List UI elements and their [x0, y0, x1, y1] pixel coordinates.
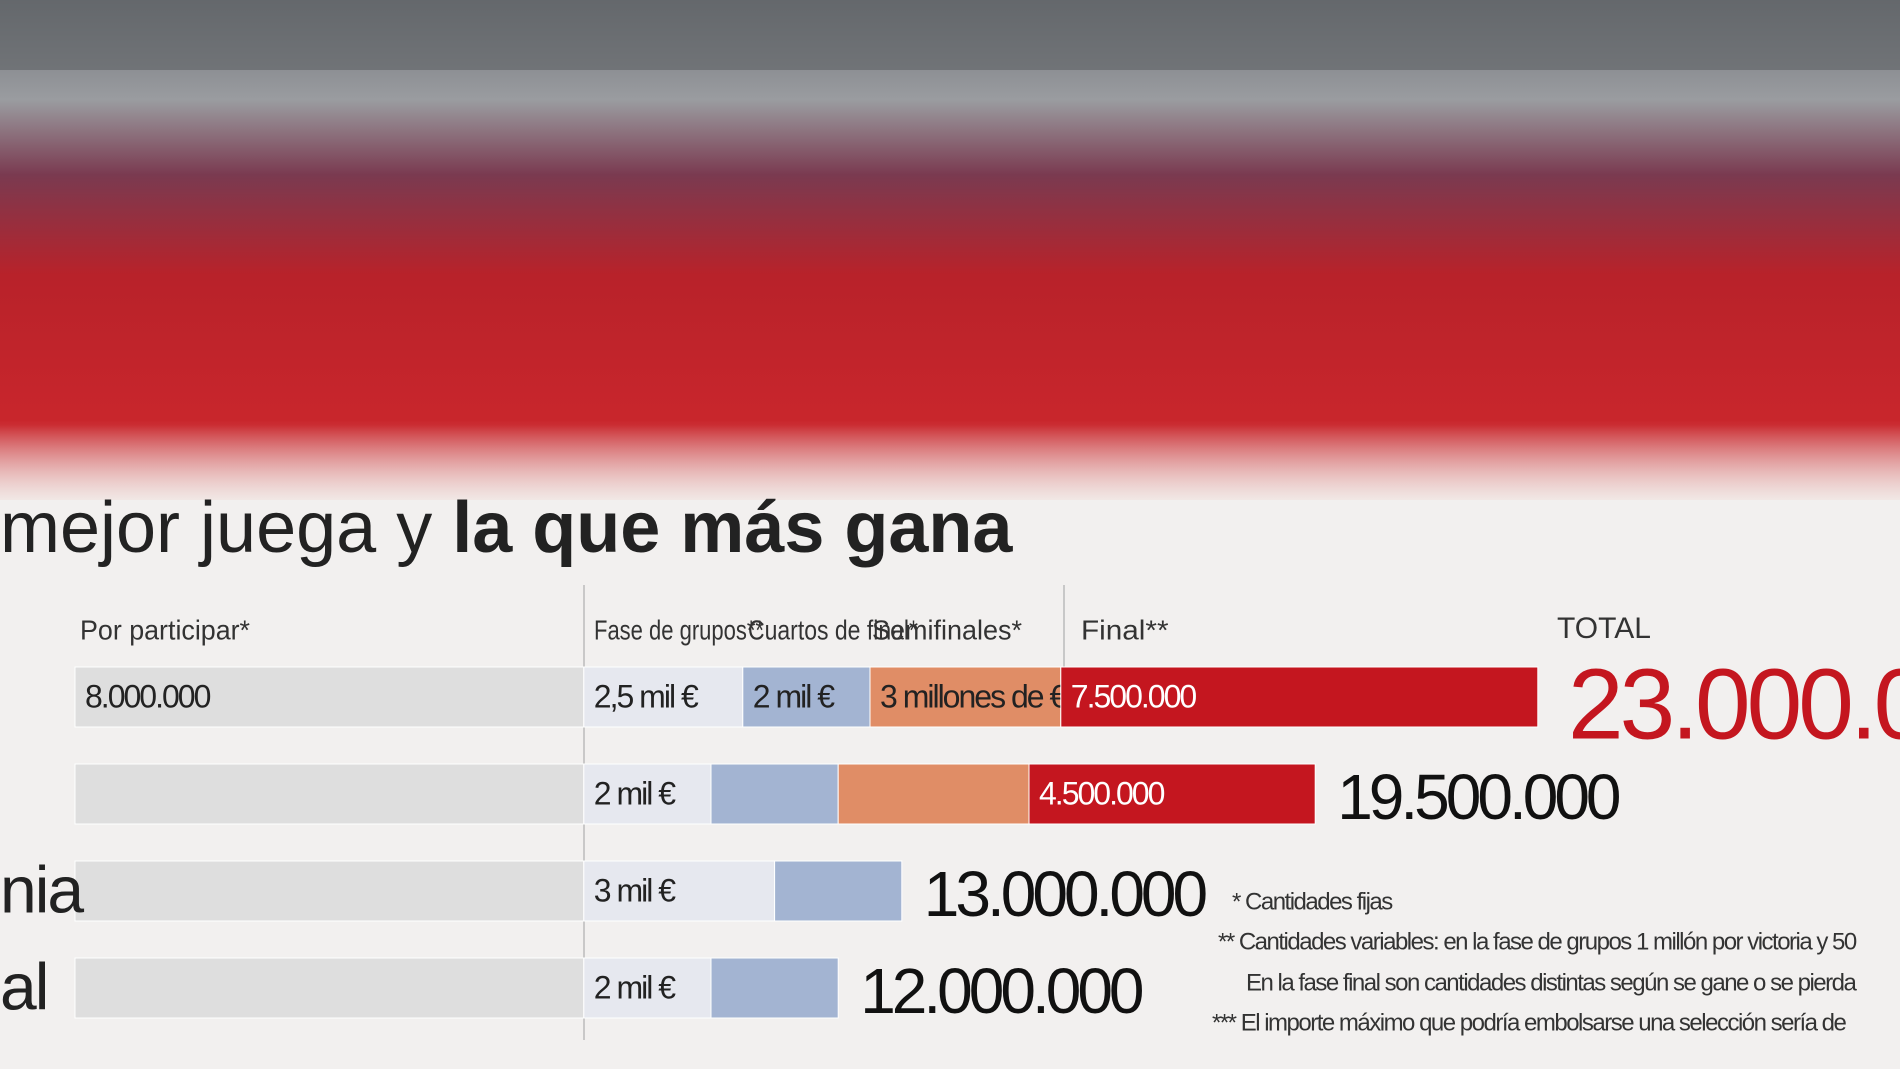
- row-label: nia: [0, 852, 84, 926]
- bar-segment: [74, 763, 585, 825]
- footnote: * Cantidades fijas: [1232, 888, 1393, 915]
- series-header: Por participar*: [80, 614, 250, 645]
- total-header: TOTAL: [1557, 612, 1651, 645]
- value-label: 2,5 mil €: [594, 678, 699, 714]
- total-label: 12.000.000: [860, 955, 1143, 1027]
- value-label: 4.500.000: [1039, 775, 1165, 811]
- total-label: 19.500.000: [1337, 761, 1620, 833]
- bar-segment: [774, 860, 903, 922]
- footnote: En la fase final son cantidades distinta…: [1246, 969, 1857, 996]
- footnote: ** Cantidades variables: en la fase de g…: [1218, 928, 1857, 955]
- title: mejor juega y la que más gana: [0, 488, 1013, 568]
- value-label: 2 mil €: [753, 678, 835, 714]
- bar-segment: [1028, 763, 1316, 825]
- value-label: 7.500.000: [1071, 678, 1197, 714]
- series-header: Final**: [1081, 614, 1169, 645]
- series-header: Semifinales*: [872, 614, 1022, 645]
- value-label: 3 mil €: [594, 872, 676, 908]
- bar-segment: [710, 763, 839, 825]
- bar-segment: [583, 860, 776, 922]
- title-bold: la que más gana: [452, 488, 1013, 568]
- value-label: 2 mil €: [594, 969, 676, 1005]
- title-light: mejor juega y: [0, 488, 432, 568]
- row-label: al: [0, 949, 47, 1023]
- series-header: Cuartos de final*: [748, 614, 918, 645]
- bar-segment: [837, 763, 1030, 825]
- bar-segment: [583, 763, 712, 825]
- bar-segment: [74, 957, 585, 1019]
- bar-segment: [710, 957, 839, 1019]
- footnote: *** El importe máximo que podría embolsa…: [1212, 1009, 1847, 1036]
- value-label: 8.000.000: [85, 678, 211, 714]
- series-header: Fase de grupos**: [594, 614, 764, 645]
- bar-segment: [1060, 666, 1539, 728]
- bar-segment: [74, 860, 585, 922]
- value-label: 2 mil €: [594, 775, 676, 811]
- bar-segment: [583, 957, 712, 1019]
- value-label: 3 millones de €: [880, 678, 1067, 714]
- photo-background: [0, 0, 1900, 500]
- bar-segment: [742, 666, 871, 728]
- total-label: 13.000.000: [924, 858, 1207, 930]
- photo-fade: [0, 420, 1900, 560]
- roof: [0, 0, 1900, 70]
- total-label: 23.000.000: [1568, 648, 1900, 760]
